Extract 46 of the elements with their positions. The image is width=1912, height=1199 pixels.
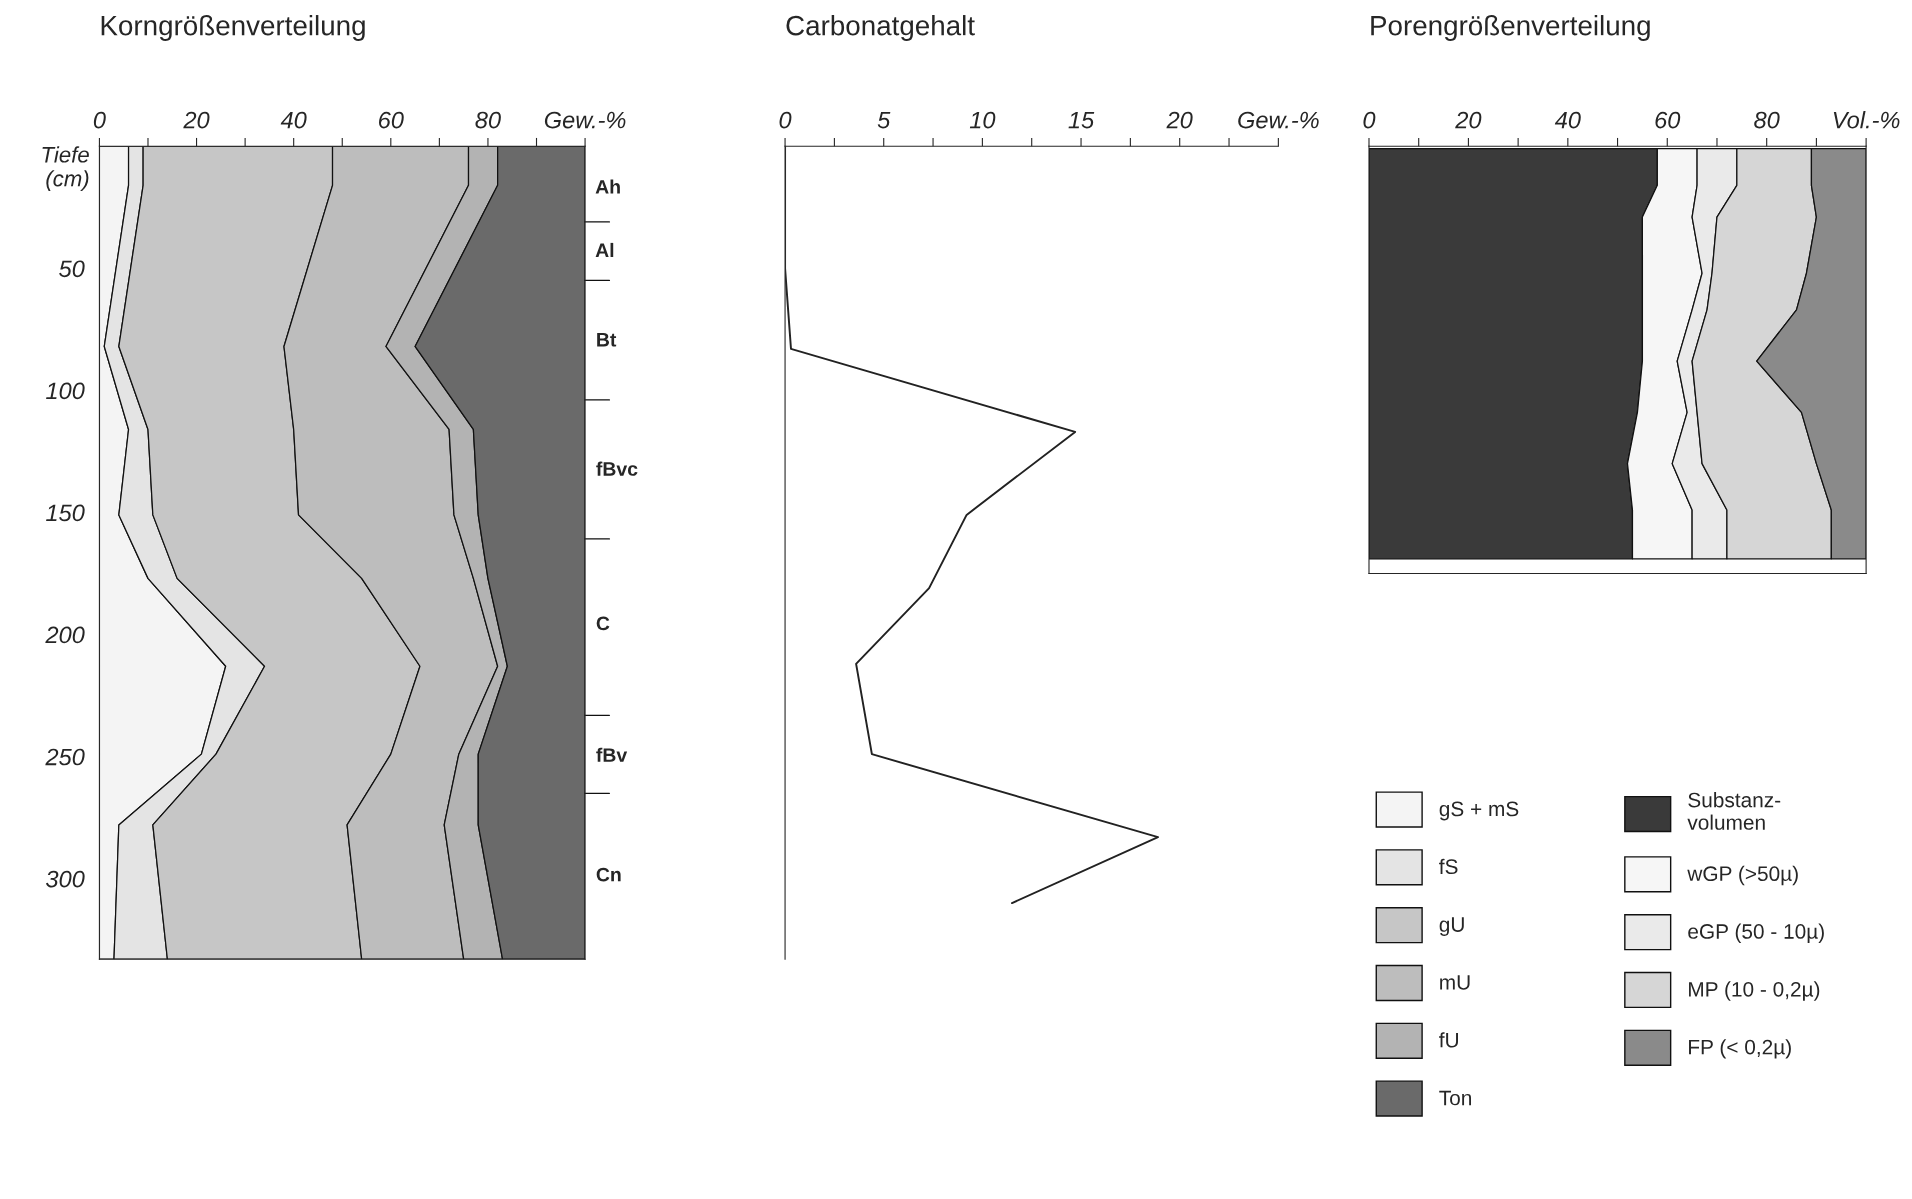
x-tick-label: 0: [779, 111, 792, 129]
x-tick-label: 0: [1363, 111, 1376, 129]
x-tick-label: Gew.-%: [544, 111, 626, 129]
text: Cn: [596, 867, 621, 882]
x-tick-label: 10: [969, 111, 996, 129]
x-tick-label: 80: [1754, 111, 1780, 129]
legend-label: Ton: [1439, 1090, 1471, 1106]
legend-label: fU: [1439, 1032, 1458, 1048]
text: fBv: [596, 747, 628, 762]
text: Al: [595, 242, 614, 257]
y-axis-title: Tiefe (cm): [42, 146, 89, 191]
x-tick-label: 40: [1554, 111, 1581, 129]
x-tick-label: 20: [183, 111, 210, 129]
x-tick-label: 40: [280, 111, 307, 129]
x-tick-label: 60: [1655, 111, 1681, 129]
legend-label: gS + mS: [1439, 801, 1519, 821]
x-tick-label: 80: [475, 111, 501, 129]
text: Bt: [597, 333, 617, 347]
x-tick-label: 20: [1166, 111, 1193, 129]
y-tick-label: 300: [46, 870, 85, 888]
legend-label: gU: [1439, 917, 1464, 937]
y-tick-label: 200: [45, 626, 85, 644]
text: C: [596, 616, 610, 631]
chart-title: Carbonatgehalt: [786, 15, 975, 41]
y-tick-label: 150: [46, 504, 85, 522]
legend-label: fS: [1439, 858, 1458, 875]
legend-label: MP (10 - 0,2µ): [1689, 981, 1820, 1001]
x-tick-label: 60: [379, 111, 404, 129]
x-tick-label: 20: [1455, 111, 1482, 129]
legend-label: wGP (>50µ): [1687, 865, 1798, 886]
y-tick-label: 100: [46, 382, 85, 400]
chart-title: Korngrößenverteilung: [101, 15, 365, 41]
legend-label: FP (< 0,2µ): [1689, 1039, 1791, 1059]
x-tick-label: 5: [877, 111, 891, 129]
legend-label: mU: [1440, 975, 1470, 990]
x-tick-label: Gew.-%: [1238, 111, 1319, 129]
legend-label: Substanz- volumen: [1687, 792, 1781, 830]
x-tick-label: Vol.-%: [1833, 111, 1900, 129]
y-tick-label: 250: [45, 748, 85, 766]
y-tick-label: 50: [59, 260, 85, 278]
legend-label: eGP (50 - 10µ): [1688, 923, 1824, 943]
text: Ah: [595, 179, 620, 194]
text: fBvc: [596, 461, 638, 476]
x-tick-label: 0: [93, 111, 106, 129]
chart-title: Porengrößenverteilung: [1371, 15, 1650, 41]
x-tick-label: 15: [1068, 111, 1095, 129]
